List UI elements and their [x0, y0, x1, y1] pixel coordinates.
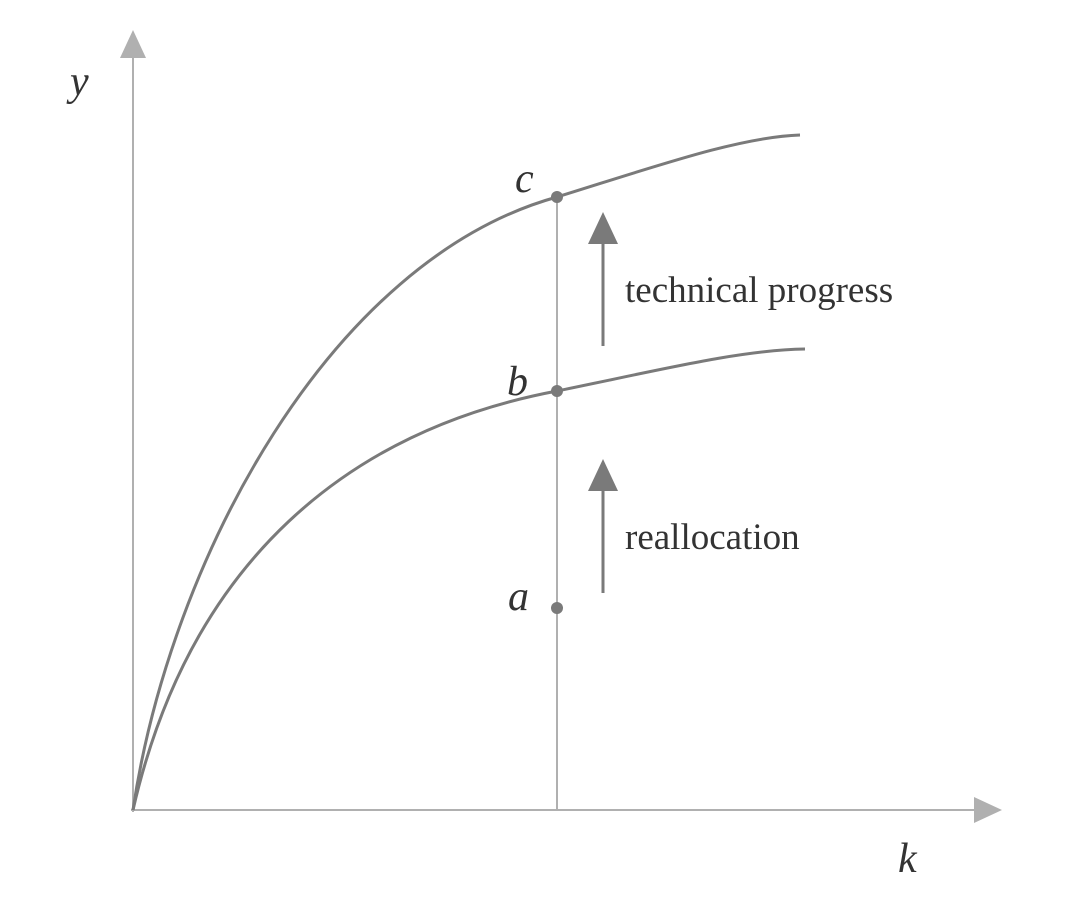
point-label: c	[515, 156, 534, 202]
x-axis-arrow	[974, 797, 1002, 823]
point-a	[551, 602, 563, 614]
point-label: b	[507, 359, 528, 405]
point-label: a	[508, 574, 529, 620]
lower-curve	[131, 347, 806, 811]
upper-curve	[131, 133, 801, 811]
y-axis-arrow	[120, 30, 146, 58]
point-c	[551, 191, 563, 203]
point-b	[551, 385, 563, 397]
annotation: technical progress	[625, 270, 893, 311]
arrow-head	[588, 212, 618, 244]
y-axis-label: y	[66, 59, 89, 105]
arrow-head	[588, 459, 618, 491]
x-axis-label: k	[898, 836, 918, 882]
annotation: reallocation	[625, 517, 800, 558]
